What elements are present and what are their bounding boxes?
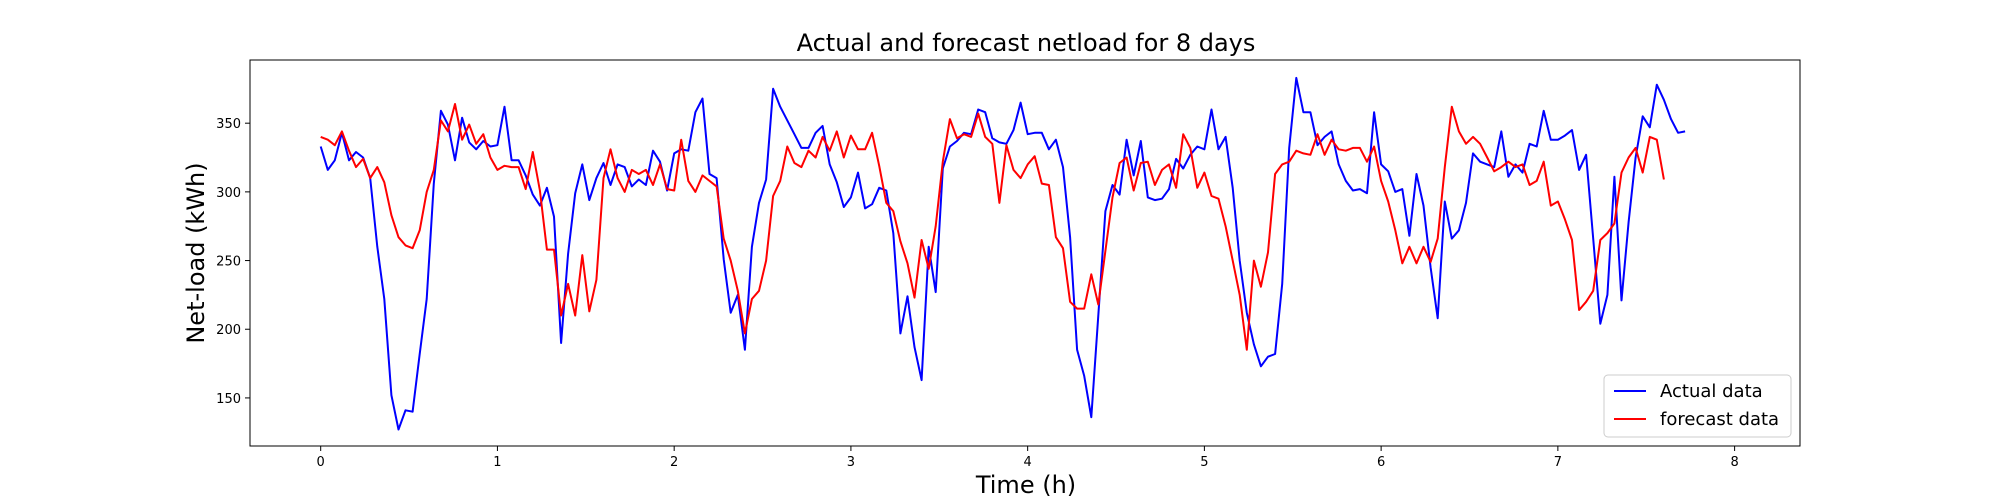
x-tick-label: 6 (1377, 455, 1385, 470)
x-tick-label: 4 (1024, 455, 1032, 470)
legend: Actual data forecast data (1603, 374, 1792, 438)
y-axis: 150 200 250 300 350 (216, 117, 250, 407)
x-tick-label: 1 (493, 455, 501, 470)
plot-frame (249, 59, 1801, 447)
x-tick-label: 0 (317, 455, 325, 470)
chart-title: Actual and forecast netload for 8 days (797, 29, 1256, 57)
series-line-forecast (320, 103, 1665, 351)
y-tick-label: 350 (216, 117, 241, 132)
x-tick-label: 8 (1730, 455, 1738, 470)
x-tick-label: 7 (1554, 455, 1562, 470)
x-axis: 0 1 2 3 4 5 6 7 8 (317, 446, 1739, 470)
plot-area (319, 76, 1686, 431)
x-axis-label: Time (h) (975, 471, 1076, 499)
x-tick-label: 3 (847, 455, 855, 470)
legend-box (1603, 374, 1792, 438)
x-tick-label: 2 (670, 455, 678, 470)
y-tick-label: 150 (216, 392, 241, 407)
y-tick-label: 200 (216, 323, 241, 338)
y-tick-label: 250 (216, 255, 241, 270)
y-axis-label: Net-load (kWh) (182, 162, 210, 343)
legend-label-forecast: forecast data (1660, 409, 1779, 430)
x-tick-label: 5 (1200, 455, 1208, 470)
y-tick-label: 300 (216, 186, 241, 201)
series-line-actual (319, 76, 1686, 431)
legend-label-actual: Actual data (1660, 381, 1763, 402)
